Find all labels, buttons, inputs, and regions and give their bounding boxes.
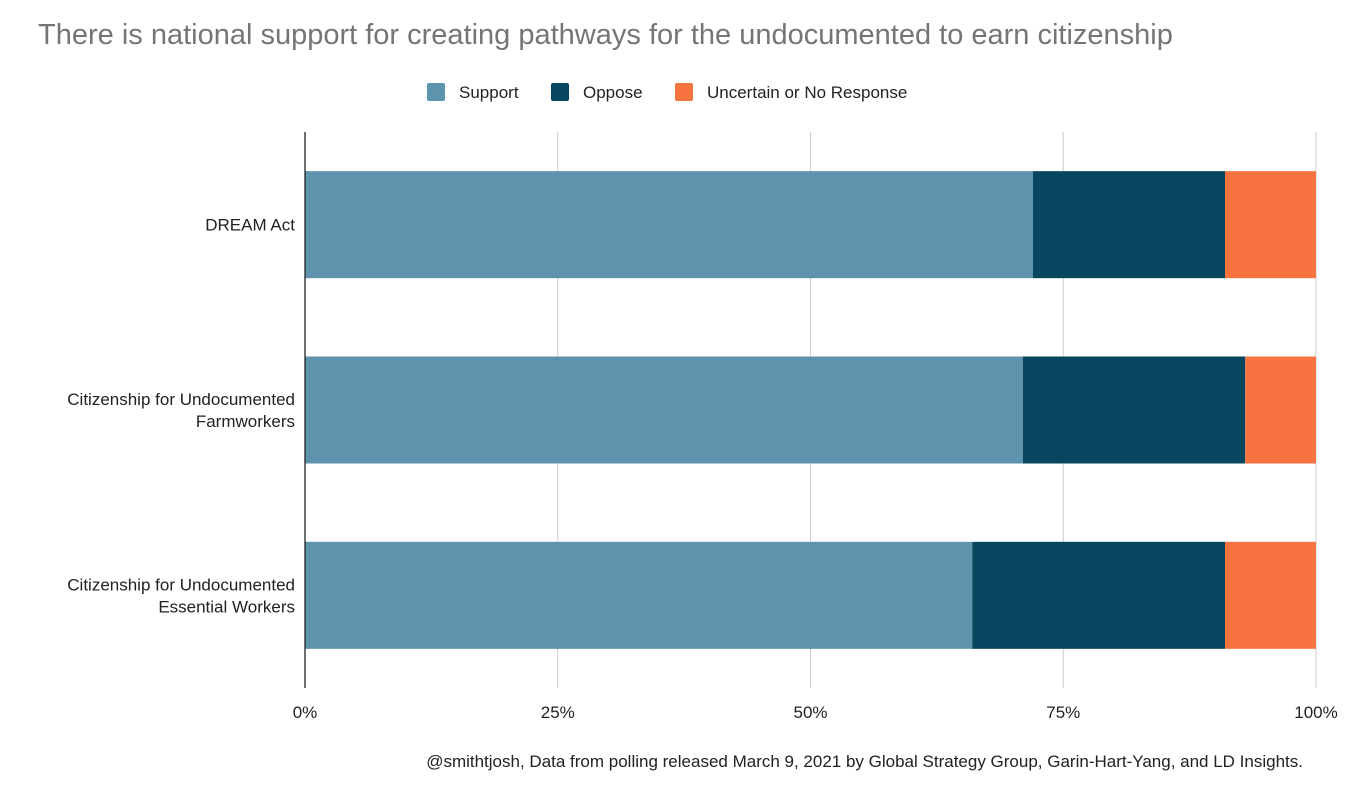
x-axis-ticks: 0% 25% 50% 75% 100% [293,703,1338,722]
category-label: Citizenship for Undocumented [67,390,295,409]
x-tick-label: 75% [1046,703,1080,722]
chart-title: There is national support for creating p… [38,19,1173,51]
bar-support-0 [305,171,1033,279]
legend-label: Oppose [583,83,643,102]
x-tick-label: 25% [541,703,575,722]
bar-oppose-1 [1022,356,1246,464]
x-tick-label: 0% [293,703,318,722]
legend-swatch-uncertain-or-no-response [675,83,693,101]
category-label: Citizenship for Undocumented [67,575,295,594]
x-tick-label: 100% [1294,703,1337,722]
x-tick-label: 50% [793,703,827,722]
category-label: DREAM Act [205,216,295,235]
bars [305,171,1316,649]
legend-label: Support [459,83,519,102]
bar-uncertain-or-no-response-2 [1225,541,1316,649]
bar-oppose-2 [972,541,1226,649]
legend-swatch-oppose [551,83,569,101]
bar-uncertain-or-no-response-0 [1225,171,1316,279]
category-labels: DREAM Act Citizenship for Undocumented Far… [67,216,295,617]
bar-support-1 [305,356,1023,464]
bar-oppose-0 [1032,171,1226,279]
legend-label: Uncertain or No Response [707,83,907,102]
chart-caption: @smithtjosh, Data from polling released … [426,752,1303,771]
legend: Support Oppose Uncertain or No Response [427,83,907,102]
category-label: Farmworkers [196,412,295,431]
bar-support-2 [305,541,973,649]
bar-uncertain-or-no-response-1 [1245,356,1316,464]
category-label: Essential Workers [158,597,295,616]
legend-swatch-support [427,83,445,101]
